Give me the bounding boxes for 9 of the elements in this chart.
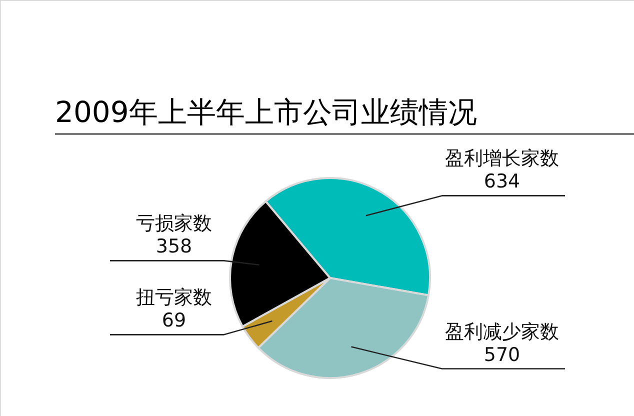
data-label: 358	[156, 236, 192, 258]
data-label: 634	[484, 170, 520, 193]
data-label: 570	[484, 344, 520, 366]
slice-label: 扭亏家数	[136, 286, 212, 309]
chart-title: 2009年上半年上市公司业绩情况	[55, 95, 477, 129]
slice-label: 盈利减少家数	[445, 320, 559, 343]
data-label: 69	[162, 310, 186, 332]
slice-label: 盈利增长家数	[445, 148, 559, 170]
slice-label: 亏损家数	[136, 212, 212, 235]
